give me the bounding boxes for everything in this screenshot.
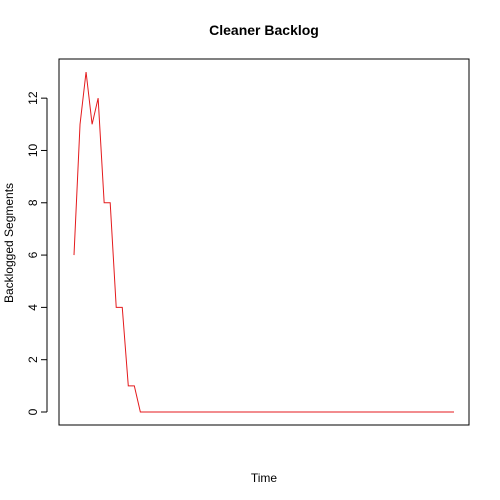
- y-tick-label: 6: [26, 251, 40, 258]
- y-tick-label: 8: [26, 199, 40, 206]
- series-line-1: [73, 71, 454, 413]
- x-axis-label: Time: [251, 471, 278, 485]
- plot-frame: [58, 58, 470, 426]
- chart-title: Cleaner Backlog: [209, 22, 319, 38]
- y-axis-label: Backlogged Segments: [2, 183, 16, 303]
- series-layer: [73, 71, 454, 413]
- y-tick-label: 2: [26, 356, 40, 363]
- y-tick-label: 4: [26, 304, 40, 311]
- y-tick-label: 0: [26, 408, 40, 415]
- y-axis: 0 2 4 6 8 10 12: [26, 91, 48, 415]
- y-tick-label: 10: [26, 143, 40, 157]
- y-tick-label: 12: [26, 91, 40, 105]
